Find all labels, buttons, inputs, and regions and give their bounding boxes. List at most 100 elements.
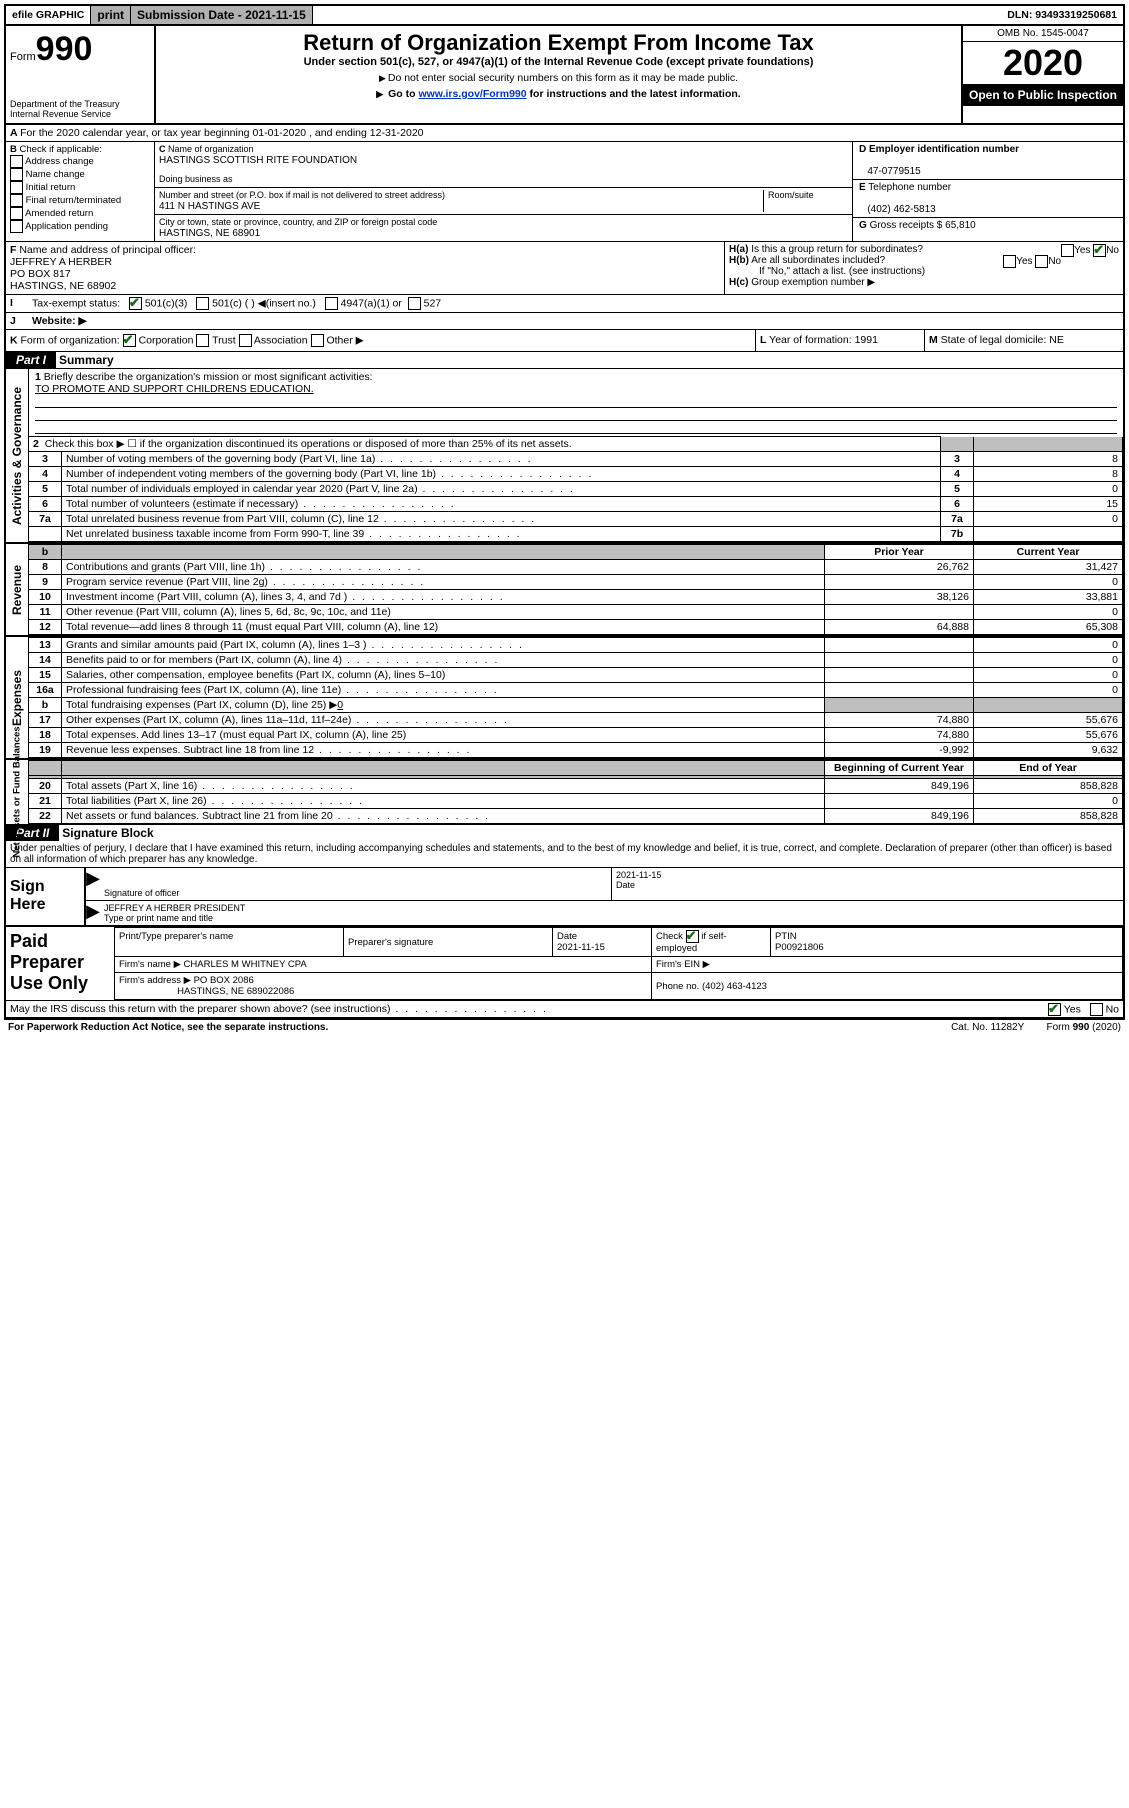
addr-label: Number and street (or P.O. box if mail i… bbox=[159, 190, 445, 200]
form-header: Form990 Department of the Treasury Inter… bbox=[6, 26, 1123, 125]
ha-label: Is this a group return for subordinates? bbox=[751, 244, 923, 255]
chk-app-pending[interactable]: Application pending bbox=[10, 220, 150, 233]
sidetab-exp-text: Expenses bbox=[10, 669, 24, 725]
mission-label: Briefly describe the organization's miss… bbox=[44, 371, 373, 383]
p17: 74,880 bbox=[825, 713, 974, 728]
dln-label: DLN: bbox=[1007, 9, 1032, 21]
firm-addr1: PO BOX 2086 bbox=[194, 975, 254, 986]
v4: 8 bbox=[974, 467, 1123, 482]
gross-value: 65,810 bbox=[945, 220, 976, 231]
chk-final-return[interactable]: Final return/terminated bbox=[10, 194, 150, 207]
b22: 849,196 bbox=[825, 809, 974, 824]
hdr-curr: Current Year bbox=[974, 545, 1123, 560]
sig-officer-label: Signature of officer bbox=[104, 888, 179, 898]
form-title: Return of Organization Exempt From Incom… bbox=[160, 30, 957, 56]
chk-other[interactable] bbox=[311, 334, 324, 347]
section-expenses: Expenses 13Grants and similar amounts pa… bbox=[6, 637, 1123, 760]
part1-title: Summary bbox=[59, 353, 114, 367]
form-990: 990 bbox=[36, 30, 93, 68]
c11: 0 bbox=[974, 605, 1123, 620]
prep-sig-label: Preparer's signature bbox=[344, 928, 553, 957]
org-name-label: Name of organization bbox=[168, 144, 254, 154]
website-label: Website: ▶ bbox=[28, 313, 91, 329]
revenue-table: bPrior YearCurrent Year 8Contributions a… bbox=[29, 544, 1123, 635]
line12: Total revenue—add lines 8 through 11 (mu… bbox=[66, 621, 438, 633]
c15: 0 bbox=[974, 668, 1123, 683]
chk-initial-return[interactable]: Initial return bbox=[10, 181, 150, 194]
note-goto-pre: Go to bbox=[388, 88, 418, 100]
chk-501c[interactable] bbox=[196, 297, 209, 310]
line16b: Total fundraising expenses (Part IX, col… bbox=[66, 699, 337, 711]
v7a: 0 bbox=[974, 512, 1123, 527]
blank-line bbox=[35, 408, 1117, 421]
chk-4947[interactable] bbox=[325, 297, 338, 310]
row-i-tax-status: I Tax-exempt status: 501(c)(3) 501(c) ( … bbox=[6, 295, 1123, 313]
chk-501c3[interactable] bbox=[129, 297, 142, 310]
col-c-org-info: C Name of organization HASTINGS SCOTTISH… bbox=[155, 142, 852, 241]
cat-no: Cat. No. 11282Y bbox=[951, 1022, 1024, 1033]
p19: -9,992 bbox=[825, 743, 974, 758]
dept-treasury: Department of the Treasury bbox=[10, 99, 150, 109]
chk-self-employed[interactable] bbox=[686, 930, 699, 943]
line17: Other expenses (Part IX, column (A), lin… bbox=[66, 714, 509, 726]
c14: 0 bbox=[974, 653, 1123, 668]
row-a-tax-year: A For the 2020 calendar year, or tax yea… bbox=[6, 125, 1123, 142]
line4: Number of independent voting members of … bbox=[66, 468, 593, 480]
b20: 849,196 bbox=[825, 779, 974, 794]
sign-here-section: Sign Here ▶ Signature of officer 2021-11… bbox=[6, 868, 1123, 925]
row-j-website: J Website: ▶ bbox=[6, 313, 1123, 329]
blank-line bbox=[35, 395, 1117, 408]
line18: Total expenses. Add lines 13–17 (must eq… bbox=[66, 729, 406, 741]
opt-initial: Initial return bbox=[26, 182, 76, 193]
chk-assoc[interactable] bbox=[239, 334, 252, 347]
discuss-no[interactable] bbox=[1090, 1003, 1103, 1016]
chk-name-change[interactable]: Name change bbox=[10, 168, 150, 181]
preparer-table: Print/Type preparer's name Preparer's si… bbox=[114, 927, 1123, 1000]
hb-label: Are all subordinates included? bbox=[751, 255, 885, 266]
chk-corp[interactable] bbox=[123, 334, 136, 347]
firm-ein-label: Firm's EIN ▶ bbox=[652, 957, 1123, 973]
block-bcd: B Check if applicable: Address change Na… bbox=[6, 142, 1123, 242]
chk-amended[interactable]: Amended return bbox=[10, 207, 150, 220]
tax-year: 2020 bbox=[963, 42, 1123, 84]
line7b: Net unrelated business taxable income fr… bbox=[66, 528, 522, 540]
opt-trust: Trust bbox=[212, 334, 236, 346]
print-button[interactable]: print bbox=[91, 6, 131, 24]
hb-no[interactable] bbox=[1035, 255, 1048, 268]
state-domicile: NE bbox=[1049, 334, 1064, 346]
line10: Investment income (Part VIII, column (A)… bbox=[66, 591, 505, 603]
ha-no[interactable] bbox=[1093, 244, 1106, 257]
year-formation: 1991 bbox=[855, 334, 878, 346]
yes-label: Yes bbox=[1064, 1003, 1081, 1015]
p9 bbox=[825, 575, 974, 590]
sidetab-revenue: Revenue bbox=[6, 544, 29, 635]
officer-print-label: Type or print name and title bbox=[104, 913, 213, 923]
officer-label: Name and address of principal officer: bbox=[19, 244, 196, 256]
section-governance: Activities & Governance 1 Briefly descri… bbox=[6, 369, 1123, 544]
chk-527[interactable] bbox=[408, 297, 421, 310]
paid-preparer-section: Paid Preparer Use Only Print/Type prepar… bbox=[6, 925, 1123, 1000]
line9: Program service revenue (Part VIII, line… bbox=[66, 576, 425, 588]
opt-corp: Corporation bbox=[139, 334, 194, 346]
chk-address-change[interactable]: Address change bbox=[10, 155, 150, 168]
l-label: Year of formation: bbox=[769, 334, 852, 346]
discuss-yes[interactable] bbox=[1048, 1003, 1061, 1016]
opt-final: Final return/terminated bbox=[26, 195, 122, 206]
footer-left: For Paperwork Reduction Act Notice, see … bbox=[8, 1022, 328, 1033]
section-net-assets: Net Assets or Fund Balances Beginning of… bbox=[6, 760, 1123, 825]
c8: 31,427 bbox=[974, 560, 1123, 575]
ha-yes[interactable] bbox=[1061, 244, 1074, 257]
c17: 55,676 bbox=[974, 713, 1123, 728]
form990-link[interactable]: www.irs.gov/Form990 bbox=[418, 88, 526, 100]
c16a: 0 bbox=[974, 683, 1123, 698]
blank-line bbox=[35, 421, 1117, 434]
line13: Grants and similar amounts paid (Part IX… bbox=[66, 639, 524, 651]
dln: DLN: 93493319250681 bbox=[1001, 6, 1123, 24]
ein-value: 47-0779515 bbox=[867, 166, 920, 177]
hb-yes[interactable] bbox=[1003, 255, 1016, 268]
v7b bbox=[974, 527, 1123, 542]
firm-name-label: Firm's name ▶ bbox=[119, 959, 181, 970]
chk-trust[interactable] bbox=[196, 334, 209, 347]
sidetab-rev-text: Revenue bbox=[10, 564, 24, 614]
sig-date-label: Date bbox=[616, 880, 635, 890]
